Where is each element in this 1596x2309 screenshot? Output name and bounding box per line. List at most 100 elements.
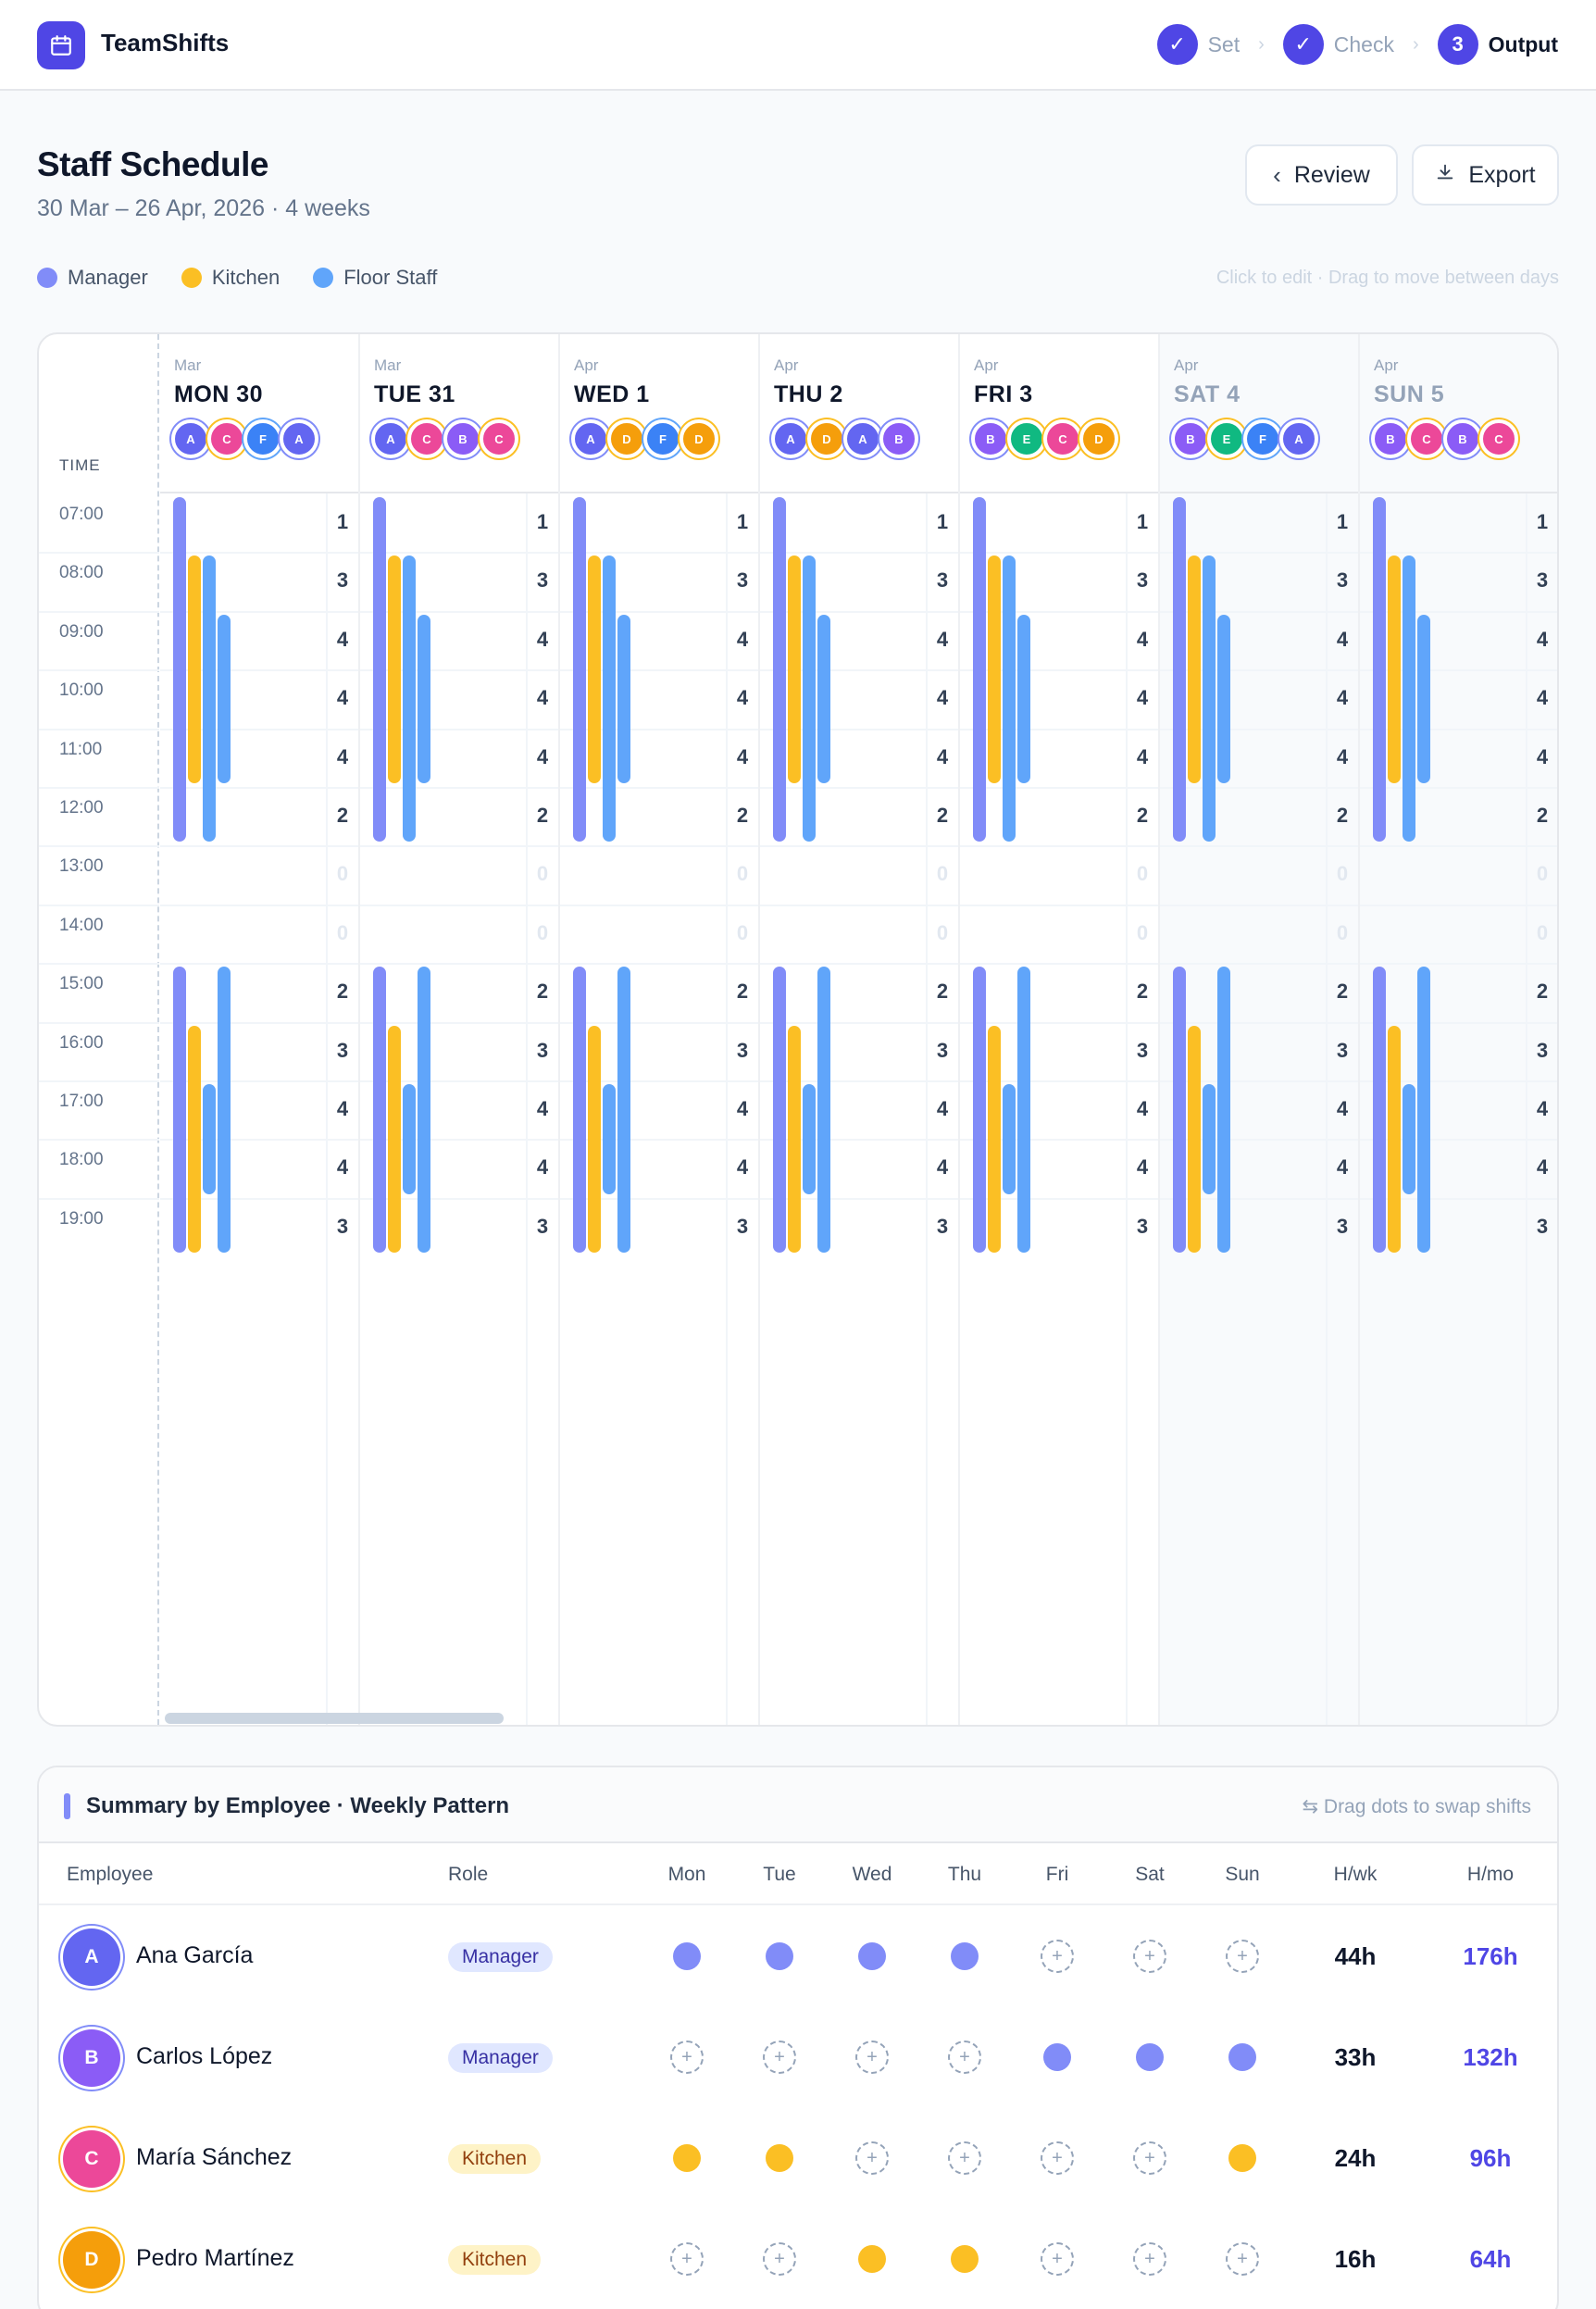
empty-slot[interactable]: + bbox=[1039, 1938, 1076, 1975]
shift-dot[interactable] bbox=[1224, 2140, 1261, 2177]
avatar[interactable]: B bbox=[971, 419, 1010, 458]
shift-dot[interactable] bbox=[761, 2140, 798, 2177]
avatar[interactable]: E bbox=[1207, 419, 1246, 458]
empty-slot[interactable]: + bbox=[1131, 1938, 1168, 1975]
avatar[interactable]: A bbox=[1279, 419, 1318, 458]
shift-bar-manager[interactable] bbox=[973, 967, 986, 1254]
shift-dot[interactable] bbox=[761, 1938, 798, 1975]
shift-bar-kitchen[interactable] bbox=[788, 1025, 801, 1254]
shift-bar-manager[interactable] bbox=[173, 967, 186, 1254]
shift-bar-kitchen[interactable] bbox=[988, 1025, 1001, 1254]
shift-bar-floor-staff[interactable] bbox=[803, 555, 816, 842]
shift-bar-floor-staff[interactable] bbox=[418, 967, 430, 1254]
shift-bar-floor-staff[interactable] bbox=[218, 967, 231, 1254]
shift-bar-manager[interactable] bbox=[1173, 497, 1186, 842]
avatar[interactable]: C bbox=[407, 419, 446, 458]
shift-bar-kitchen[interactable] bbox=[388, 555, 401, 783]
empty-slot[interactable]: + bbox=[761, 2240, 798, 2278]
empty-slot[interactable]: + bbox=[1224, 2240, 1261, 2278]
export-button[interactable]: Export bbox=[1412, 144, 1559, 206]
shift-dot[interactable] bbox=[1224, 2039, 1261, 2076]
shift-bar-kitchen[interactable] bbox=[1188, 555, 1201, 783]
shift-bar-floor-staff[interactable] bbox=[617, 967, 630, 1254]
empty-slot[interactable]: + bbox=[1131, 2140, 1168, 2177]
shift-bar-floor-staff[interactable] bbox=[1203, 1084, 1216, 1194]
shift-bar-manager[interactable] bbox=[573, 967, 586, 1254]
calendar-icon[interactable] bbox=[37, 21, 85, 69]
avatar[interactable]: B bbox=[1371, 419, 1410, 458]
shift-bar-kitchen[interactable] bbox=[788, 555, 801, 783]
empty-slot[interactable]: + bbox=[854, 2140, 891, 2177]
shift-bar-manager[interactable] bbox=[1373, 497, 1386, 842]
shift-dot[interactable] bbox=[854, 2240, 891, 2278]
step-set[interactable]: ✓ Set bbox=[1156, 24, 1240, 65]
shift-dot[interactable] bbox=[1039, 2039, 1076, 2076]
horizontal-scrollbar[interactable] bbox=[165, 1713, 504, 1724]
avatar[interactable]: B bbox=[443, 419, 482, 458]
shift-bar-floor-staff[interactable] bbox=[403, 1084, 416, 1194]
shift-bar-kitchen[interactable] bbox=[1388, 1025, 1401, 1254]
shift-bar-kitchen[interactable] bbox=[988, 555, 1001, 783]
empty-slot[interactable]: + bbox=[668, 2039, 705, 2076]
shift-bar-kitchen[interactable] bbox=[188, 1025, 201, 1254]
shift-bar-kitchen[interactable] bbox=[1388, 555, 1401, 783]
shift-bar-floor-staff[interactable] bbox=[1003, 1084, 1016, 1194]
avatar[interactable]: A bbox=[63, 1928, 120, 1986]
empty-slot[interactable]: + bbox=[761, 2039, 798, 2076]
shift-bar-floor-staff[interactable] bbox=[203, 1084, 216, 1194]
shift-dot[interactable] bbox=[946, 2240, 983, 2278]
shift-bar-kitchen[interactable] bbox=[588, 555, 601, 783]
shift-bar-floor-staff[interactable] bbox=[203, 555, 216, 842]
shift-bar-floor-staff[interactable] bbox=[1417, 614, 1430, 783]
shift-bar-floor-staff[interactable] bbox=[218, 614, 231, 783]
avatar[interactable]: B bbox=[1171, 419, 1210, 458]
shift-bar-floor-staff[interactable] bbox=[1403, 555, 1415, 842]
shift-dot[interactable] bbox=[668, 2140, 705, 2177]
day-header[interactable]: Mar TUE 31 A C B C bbox=[360, 334, 558, 493]
avatar[interactable]: C bbox=[1479, 419, 1518, 458]
shift-dot[interactable] bbox=[946, 1938, 983, 1975]
day-header[interactable]: Mar MON 30 A C F A bbox=[160, 334, 358, 493]
shift-bar-manager[interactable] bbox=[973, 497, 986, 842]
step-output[interactable]: 3 Output bbox=[1437, 24, 1558, 65]
shift-bar-floor-staff[interactable] bbox=[1417, 967, 1430, 1254]
avatar[interactable]: F bbox=[643, 419, 682, 458]
shift-bar-kitchen[interactable] bbox=[588, 1025, 601, 1254]
shift-bar-floor-staff[interactable] bbox=[1217, 967, 1230, 1254]
avatar[interactable]: C bbox=[480, 419, 518, 458]
shift-bar-kitchen[interactable] bbox=[388, 1025, 401, 1254]
shift-bar-floor-staff[interactable] bbox=[1217, 614, 1230, 783]
shift-bar-floor-staff[interactable] bbox=[1203, 555, 1216, 842]
avatar[interactable]: A bbox=[371, 419, 410, 458]
shift-bar-floor-staff[interactable] bbox=[1017, 967, 1030, 1254]
step-check[interactable]: ✓ Check bbox=[1282, 24, 1394, 65]
shift-bar-floor-staff[interactable] bbox=[403, 555, 416, 842]
empty-slot[interactable]: + bbox=[668, 2240, 705, 2278]
shift-bar-floor-staff[interactable] bbox=[1403, 1084, 1415, 1194]
empty-slot[interactable]: + bbox=[1131, 2240, 1168, 2278]
shift-bar-manager[interactable] bbox=[373, 967, 386, 1254]
avatar[interactable]: D bbox=[807, 419, 846, 458]
avatar[interactable]: A bbox=[843, 419, 882, 458]
avatar[interactable]: C bbox=[207, 419, 246, 458]
day-column-tue-31[interactable]: Mar TUE 31 A C B C 1 3 4 4 4 2 0 0 2 3 4 4 3 bbox=[360, 334, 560, 1725]
shift-bar-floor-staff[interactable] bbox=[603, 1084, 616, 1194]
avatar[interactable]: B bbox=[879, 419, 918, 458]
avatar[interactable]: A bbox=[571, 419, 610, 458]
shift-bar-floor-staff[interactable] bbox=[1003, 555, 1016, 842]
shift-dot[interactable] bbox=[668, 1938, 705, 1975]
avatar[interactable]: A bbox=[171, 419, 210, 458]
empty-slot[interactable]: + bbox=[946, 2039, 983, 2076]
avatar[interactable]: B bbox=[1443, 419, 1482, 458]
empty-slot[interactable]: + bbox=[1039, 2240, 1076, 2278]
avatar[interactable]: D bbox=[63, 2231, 120, 2289]
